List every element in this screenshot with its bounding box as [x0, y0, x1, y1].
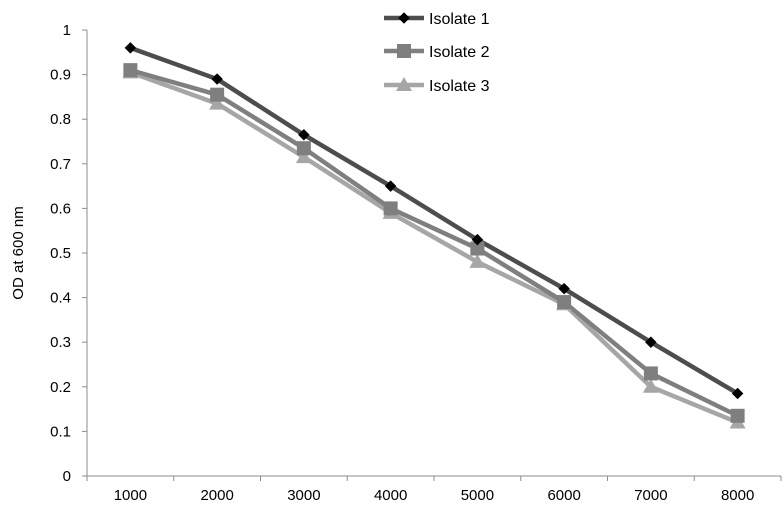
series-2-point [470, 241, 485, 256]
legend-label-1: Isolate 1 [429, 11, 490, 28]
series-1-point [471, 233, 484, 246]
series-line-2 [129, 67, 739, 418]
series-3-point [469, 253, 486, 268]
x-tick-label: 4000 [374, 487, 407, 504]
series-line-3 [129, 70, 739, 425]
y-tick-label: 0.8 [50, 111, 71, 128]
y-tick-label: 1 [63, 22, 71, 39]
series-2-point [730, 408, 745, 423]
y-tick-label: 0.7 [50, 156, 71, 173]
y-tick-label: 0.5 [50, 245, 71, 262]
series-2-point [557, 295, 572, 310]
x-tick-label: 8000 [721, 487, 754, 504]
series-3-point [295, 149, 312, 164]
legend-label-3: Isolate 3 [429, 78, 490, 95]
legend-marker-1 [398, 12, 410, 24]
series-2-point [643, 366, 658, 381]
series-2-point [296, 141, 311, 156]
series-1-point [731, 387, 744, 400]
x-tick-label: 7000 [634, 487, 667, 504]
x-tick-label: 5000 [461, 487, 494, 504]
series-1-point [645, 336, 657, 349]
y-tick-label: 0.1 [50, 423, 71, 440]
y-tick-label: 0.3 [50, 334, 71, 351]
y-tick-label: 0.4 [50, 290, 71, 307]
series-2-point [210, 87, 225, 102]
y-axis-title: OD at 600 nm [10, 206, 27, 299]
series-3-point [209, 95, 226, 110]
series-line-1 [129, 45, 739, 396]
series-1-point [124, 41, 137, 54]
series-1-point [384, 180, 397, 192]
y-tick-label: 0.2 [50, 379, 71, 396]
series-2-point [383, 201, 398, 216]
legend-marker-3 [396, 77, 412, 91]
series-3-point [642, 378, 659, 393]
series-1-point [211, 73, 223, 85]
x-tick-label: 6000 [547, 487, 580, 504]
y-tick-label: 0.6 [50, 200, 71, 217]
x-tick-label: 1000 [114, 487, 147, 504]
y-tick-label: 0 [63, 468, 71, 485]
x-tick-label: 3000 [287, 487, 320, 504]
series-2-point [123, 63, 138, 78]
series-1-point [558, 282, 570, 295]
y-tick-label: 0.9 [50, 67, 71, 84]
legend-label-2: Isolate 2 [429, 44, 490, 61]
legend-marker-2 [397, 44, 411, 58]
x-tick-label: 2000 [200, 487, 233, 504]
series-1-point [298, 128, 310, 141]
